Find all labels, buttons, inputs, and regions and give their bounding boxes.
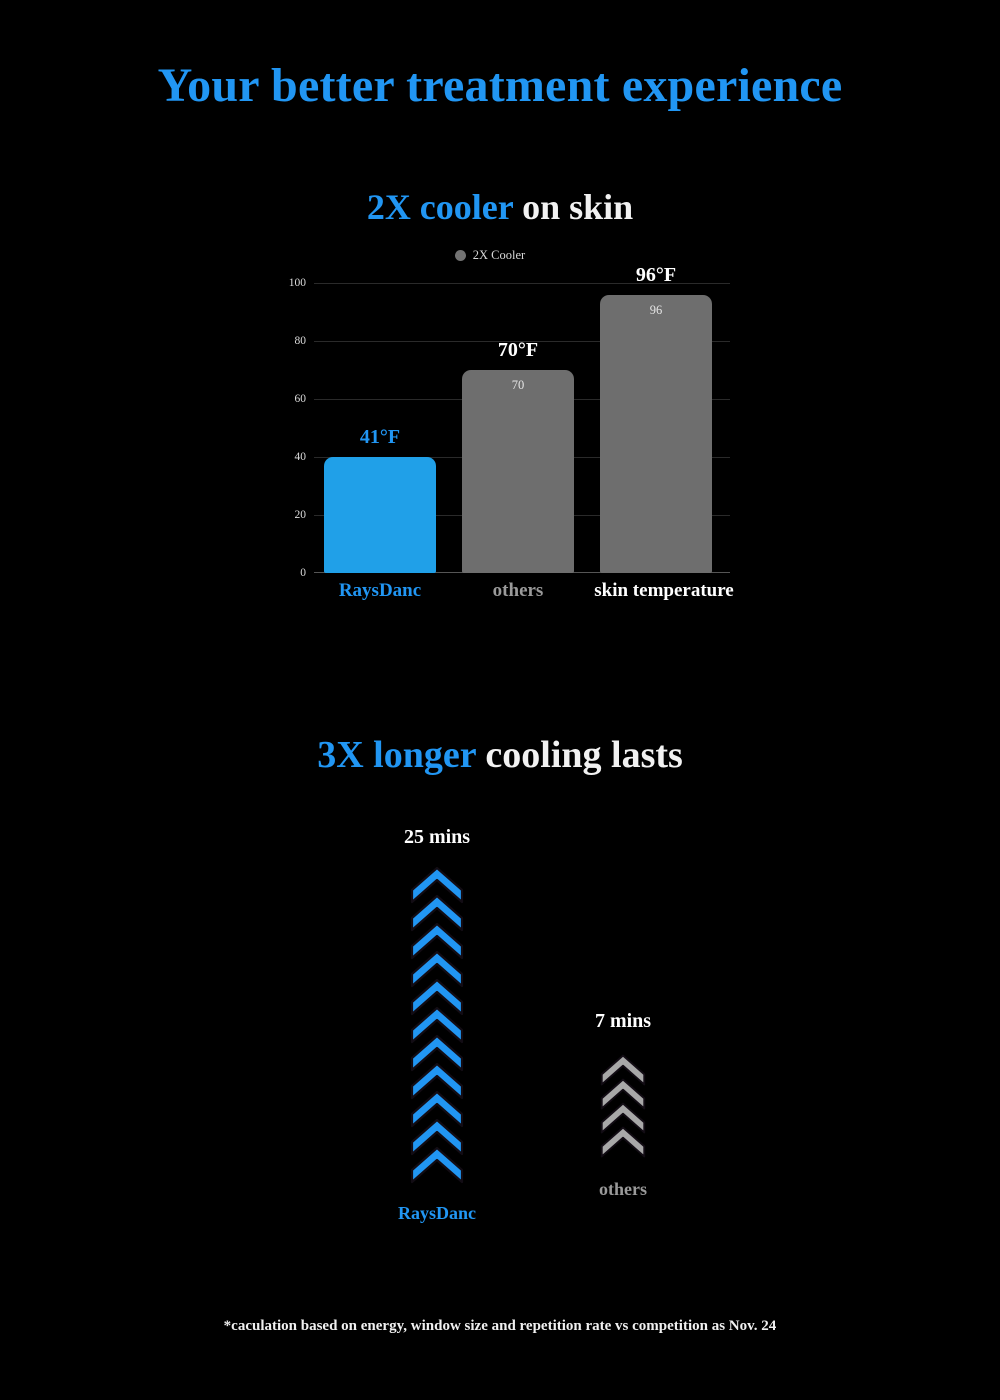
temperature-bar-chart: 2X Cooler 100 80 60 40 20 0 41°F 70°F 70… — [270, 248, 734, 608]
chevron-up-icon — [409, 949, 465, 989]
chevron-up-icon — [409, 977, 465, 1017]
chevron-up-icon — [409, 1089, 465, 1129]
chevron-up-icon — [409, 1117, 465, 1157]
chevron-up-icon — [409, 1033, 465, 1073]
legend-marker-circle-icon — [454, 250, 466, 261]
chevron-up-icon — [409, 893, 465, 933]
chevron-up-icon — [409, 921, 465, 961]
y-tick-40: 40 — [294, 451, 307, 463]
x-label-skin-temperature: skin temperature — [594, 580, 734, 601]
bar-value-skin-temperature: 96 — [649, 303, 663, 317]
section-1-heading: 2X cooler on skin — [0, 186, 1000, 228]
y-tick-20: 20 — [294, 509, 307, 521]
bars-group: 41°F 70°F 70 96°F 96 — [314, 264, 730, 573]
section-1-heading-plain: on skin — [513, 187, 634, 227]
section-2-heading-plain: cooling lasts — [475, 734, 683, 776]
gridline-80 — [314, 341, 730, 342]
chevron-up-icon — [599, 1101, 647, 1135]
bar-raysdanc[interactable] — [324, 457, 436, 573]
chevron-up-icon — [599, 1053, 647, 1087]
gridline-100 — [314, 283, 730, 284]
chevron-label-raysdanc: RaysDanc — [397, 1203, 476, 1223]
section-2-heading-accent: 3X longer — [317, 734, 476, 776]
chevron-up-icon — [409, 1005, 465, 1045]
bar-others[interactable] — [462, 370, 574, 573]
chart-plot-area: 100 80 60 40 20 0 41°F 70°F 70 96°F 96 — [270, 264, 730, 579]
chevron-column-others: 7 mins others — [523, 1010, 723, 1200]
section-2-heading: 3X longer cooling lasts — [0, 733, 1000, 777]
chevron-column-raysdanc: 25 mins RaysDanc — [337, 826, 537, 1224]
legend-label: 2X Cooler — [472, 248, 526, 262]
chevron-value-raysdanc: 25 mins — [403, 826, 471, 848]
chart-legend: 2X Cooler — [270, 248, 730, 268]
bar-skin-temperature[interactable] — [600, 295, 712, 573]
x-label-raysdanc: RaysDanc — [338, 580, 422, 601]
y-tick-100: 100 — [288, 277, 306, 289]
y-tick-0: 0 — [300, 567, 306, 579]
chevron-up-icon — [409, 1145, 465, 1185]
chevron-up-icon — [409, 1061, 465, 1101]
chevron-label-others: others — [599, 1179, 647, 1199]
section-1-heading-accent: 2X cooler — [366, 187, 514, 227]
footnote: *caculation based on energy, window size… — [223, 1318, 777, 1334]
y-tick-60: 60 — [294, 393, 307, 405]
bar-label-skin-temperature: 96°F — [635, 264, 677, 286]
chevron-up-icon — [599, 1125, 647, 1159]
bar-label-others: 70°F — [497, 339, 539, 361]
bar-label-raysdanc: 41°F — [359, 426, 401, 448]
y-tick-80: 80 — [294, 335, 307, 347]
chevron-value-others: 7 mins — [594, 1010, 652, 1032]
chevron-stack-raysdanc — [409, 865, 465, 1185]
x-label-others: others — [492, 580, 544, 601]
page-title: Your better treatment experience — [157, 59, 843, 112]
chevron-up-icon — [599, 1077, 647, 1111]
chevron-stack-others — [599, 1053, 647, 1159]
chevron-up-icon — [409, 865, 465, 905]
bar-value-others: 70 — [511, 378, 525, 392]
